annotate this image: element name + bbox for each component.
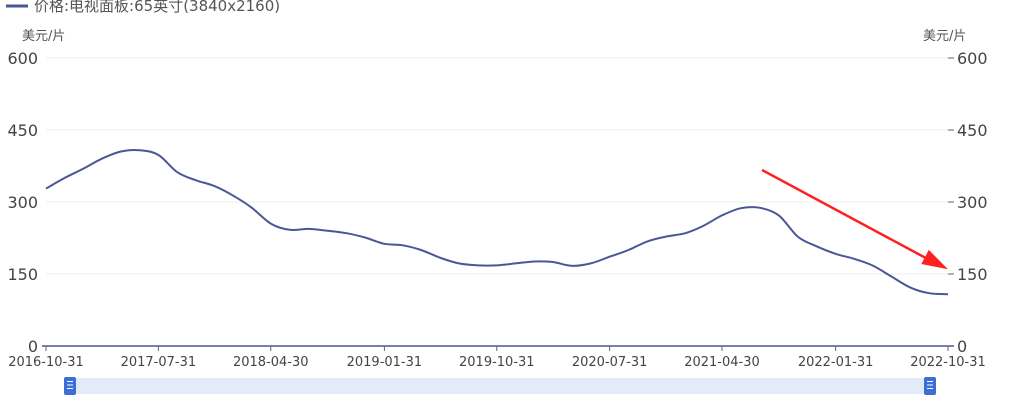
x-tick-label: 2016-10-31: [8, 355, 84, 370]
y-axis-left: 0 150 300 450 600: [7, 49, 38, 356]
x-tick-label: 2017-07-31: [121, 355, 197, 370]
series-group: [45, 148, 949, 296]
gridlines: [46, 57, 948, 275]
y-axis-unit-left: 美元/片: [22, 29, 65, 44]
annotation-arrow: [761, 168, 948, 270]
y-tick-label-right: 150: [957, 265, 988, 284]
y-tick-label-right: 450: [957, 121, 988, 140]
y-axis-unit-right: 美元/片: [923, 29, 966, 44]
y-tick-label-right: 300: [957, 193, 988, 212]
zoom-handle[interactable]: [64, 377, 76, 395]
y-tick-label-left: 300: [7, 193, 38, 212]
legend[interactable]: 价格:电视面板:65英寸(3840x2160): [6, 0, 280, 15]
y-tick-label-left: 600: [7, 49, 38, 68]
y-tick-label-right: 0: [957, 337, 967, 356]
arrow-shaft: [761, 168, 929, 261]
zoom-handle[interactable]: [924, 377, 936, 395]
y-tick-label-left: 150: [7, 265, 38, 284]
x-tick-label: 2019-01-31: [347, 355, 423, 370]
arrow-head: [921, 249, 948, 270]
x-tick-label: 2022-01-31: [798, 355, 874, 370]
x-tick-label: 2018-04-30: [233, 355, 309, 370]
x-tick-label: 2019-10-31: [459, 355, 535, 370]
data-zoom-slider[interactable]: [64, 377, 936, 395]
x-axis: 2016-10-31 2017-07-31 2018-04-30 2019-01-31…: [8, 345, 986, 370]
y-tick-label-left: 0: [28, 337, 38, 356]
series-line: [45, 148, 949, 296]
y-tick-label-left: 450: [7, 121, 38, 140]
legend-label: 价格:电视面板:65英寸(3840x2160): [34, 0, 280, 15]
x-tick-label: 2021-04-30: [684, 355, 760, 370]
x-tick-label: 2022-10-31: [910, 355, 986, 370]
zoom-track[interactable]: [70, 378, 930, 394]
y-axis-right: 0 150 300 450 600: [948, 49, 988, 356]
x-tick-label: 2020-07-31: [572, 355, 648, 370]
y-tick-label-right: 600: [957, 49, 988, 68]
